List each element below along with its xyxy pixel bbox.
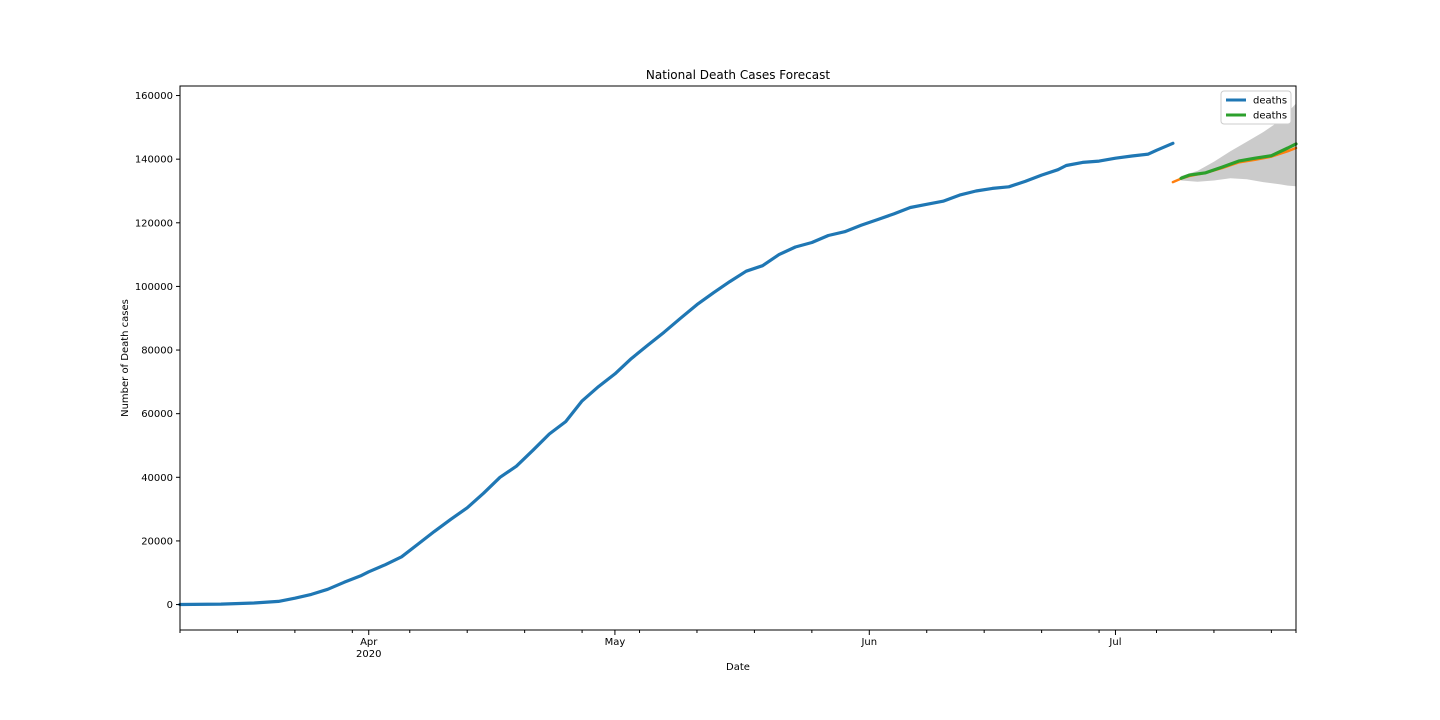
y-tick-label: 80000 xyxy=(141,346,173,357)
legend-label-observed: deaths xyxy=(1253,96,1287,107)
plot-area xyxy=(178,103,1298,607)
y-tick-label: 140000 xyxy=(135,155,173,166)
y-tick-label: 0 xyxy=(167,600,173,611)
x-axis-label: Date xyxy=(726,662,750,673)
series-line-forecast xyxy=(1179,142,1298,180)
x-tick-sublabel: 2020 xyxy=(356,649,381,660)
series-line-observed xyxy=(178,141,1175,607)
legend-label-forecast: deaths xyxy=(1253,111,1287,122)
y-tick-label: 60000 xyxy=(141,409,173,420)
chart-title: National Death Cases Forecast xyxy=(646,68,830,82)
x-tick-label: Jul xyxy=(1108,637,1121,648)
y-tick-label: 40000 xyxy=(141,473,173,484)
y-tick-label: 160000 xyxy=(135,91,173,102)
axes-frame xyxy=(179,85,1297,631)
x-tick-label: Jun xyxy=(860,637,877,648)
y-axis: 0 20000 40000 60000 80000 100000 120000 140000 1… xyxy=(135,91,180,611)
y-tick-label: 120000 xyxy=(135,218,173,229)
x-tick-label: Apr xyxy=(360,637,378,648)
y-axis-label: Number of Death cases xyxy=(120,299,131,417)
y-tick-label: 100000 xyxy=(135,282,173,293)
x-tick-label: May xyxy=(605,637,626,648)
confidence-band xyxy=(1181,103,1296,187)
y-tick-label: 20000 xyxy=(141,536,173,547)
legend: deaths deaths xyxy=(1220,90,1292,125)
